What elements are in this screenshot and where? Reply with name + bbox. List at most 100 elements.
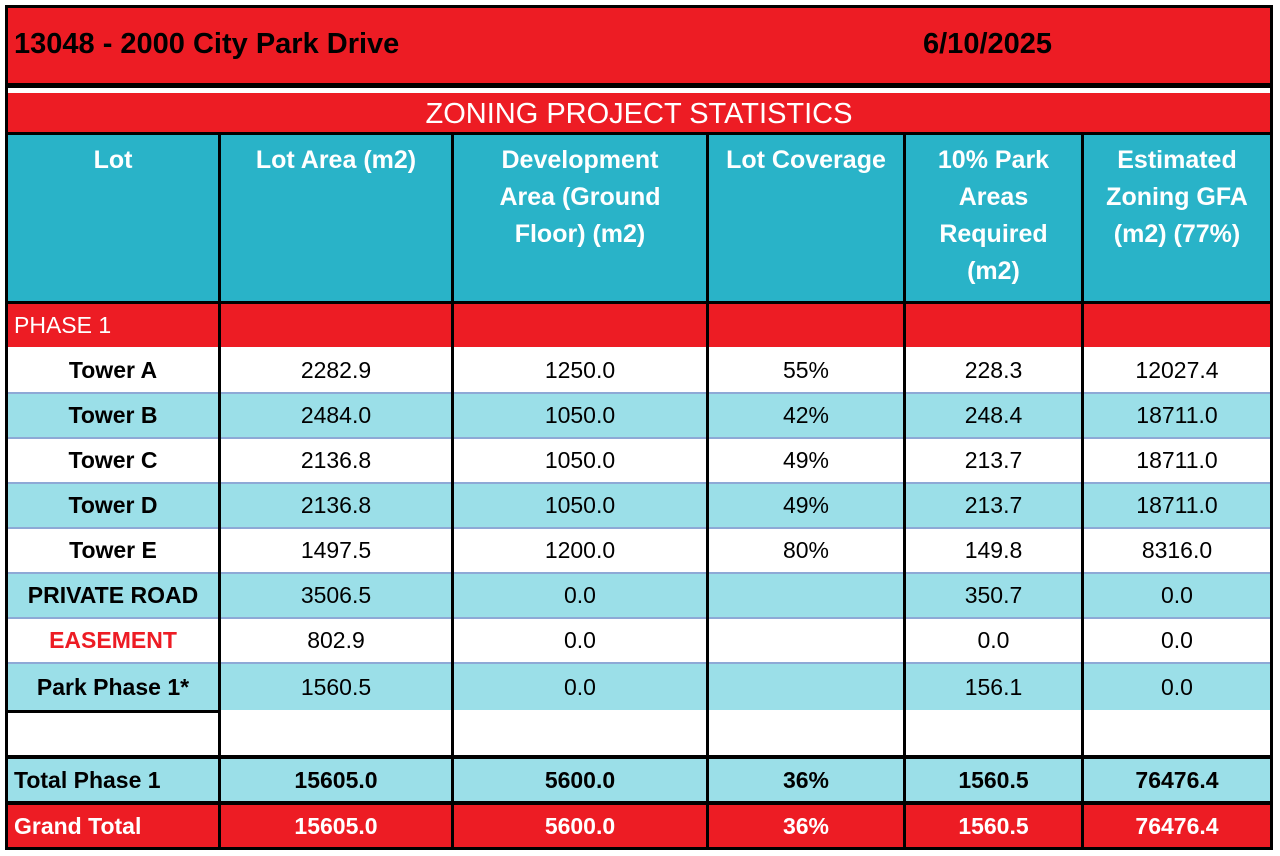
phase-label: PHASE 1: [8, 304, 218, 347]
total-lot-coverage: 36%: [709, 759, 903, 801]
phase-cell: [221, 304, 451, 347]
total-development-area: 5600.0: [454, 759, 706, 801]
phase-cell: [454, 304, 706, 347]
development-area: 1250.0: [454, 348, 706, 392]
lot-area: 2484.0: [221, 394, 451, 437]
development-area: 0.0: [454, 574, 706, 617]
development-area: 0.0: [454, 619, 706, 662]
row-divider: [8, 437, 1270, 439]
lot-coverage: 49%: [709, 439, 903, 482]
lot-name: Tower B: [8, 394, 218, 437]
row-divider: [8, 527, 1270, 529]
column-separator: [1081, 135, 1084, 847]
phase-cell: [906, 304, 1081, 347]
total-lot-area: 15605.0: [221, 759, 451, 801]
table-row: Tower E 1497.5 1200.0 80% 149.8 8316.0: [8, 529, 1270, 572]
development-area: 1050.0: [454, 484, 706, 527]
phase-row: PHASE 1: [8, 304, 1270, 347]
zoning-gfa: 0.0: [1084, 574, 1270, 617]
zoning-gfa: 18711.0: [1084, 484, 1270, 527]
grand-total-park-area: 1560.5: [906, 805, 1081, 847]
row-divider: [8, 617, 1270, 619]
col-header-lot: Lot: [8, 135, 218, 301]
lot-coverage: 42%: [709, 394, 903, 437]
column-separator: [218, 135, 221, 847]
project-date: 6/10/2025: [923, 28, 1053, 60]
zoning-gfa: 12027.4: [1084, 348, 1270, 392]
lot-name: PRIVATE ROAD: [8, 574, 218, 617]
park-area: 0.0: [906, 619, 1081, 662]
park-area: 228.3: [906, 348, 1081, 392]
col-header-development-area: Development Area (Ground Floor) (m2): [454, 135, 706, 301]
total-phase-row: Total Phase 1 15605.0 5600.0 36% 1560.5 …: [8, 759, 1270, 801]
grand-total-lot-area: 15605.0: [221, 805, 451, 847]
lot-area: 1497.5: [221, 529, 451, 572]
col-header-lot-coverage: Lot Coverage: [709, 135, 903, 301]
development-area: 1200.0: [454, 529, 706, 572]
development-area: 0.0: [454, 664, 706, 710]
empty-cell: [454, 713, 706, 755]
title-bar: 13048 - 2000 City Park Drive 6/10/2025: [8, 8, 1270, 88]
lot-column-underline: [8, 710, 218, 713]
table-row: PRIVATE ROAD 3506.5 0.0 350.7 0.0: [8, 574, 1270, 617]
zoning-gfa: 18711.0: [1084, 394, 1270, 437]
lot-area: 3506.5: [221, 574, 451, 617]
park-area: 248.4: [906, 394, 1081, 437]
table-row: Park Phase 1* 1560.5 0.0 156.1 0.0: [8, 664, 1270, 710]
header-row: Lot Lot Area (m2) Development Area (Grou…: [8, 135, 1270, 301]
zoning-gfa: 18711.0: [1084, 439, 1270, 482]
col-header-lot-area: Lot Area (m2): [221, 135, 451, 301]
total-divider: [8, 755, 1270, 759]
column-separator: [451, 135, 454, 847]
grand-total-development-area: 5600.0: [454, 805, 706, 847]
empty-cell: [709, 713, 903, 755]
park-area: 156.1: [906, 664, 1081, 710]
empty-cell: [221, 713, 451, 755]
column-separator: [706, 135, 709, 847]
lot-name: Tower A: [8, 348, 218, 392]
table-subtitle: ZONING PROJECT STATISTICS: [8, 93, 1270, 135]
table-row: Tower B 2484.0 1050.0 42% 248.4 18711.0: [8, 394, 1270, 437]
header-divider: [8, 301, 1270, 304]
lot-name-easement: EASEMENT: [8, 619, 218, 662]
park-area: 149.8: [906, 529, 1081, 572]
zoning-gfa: 0.0: [1084, 619, 1270, 662]
empty-row: [8, 713, 1270, 755]
grand-total-zoning-gfa: 76476.4: [1084, 805, 1270, 847]
table-row: Tower A 2282.9 1250.0 55% 228.3 12027.4: [8, 348, 1270, 392]
row-divider: [8, 662, 1270, 664]
phase-cell: [1084, 304, 1270, 347]
table-row: EASEMENT 802.9 0.0 0.0 0.0: [8, 619, 1270, 662]
lot-name: Park Phase 1*: [8, 664, 218, 710]
park-area: 213.7: [906, 484, 1081, 527]
lot-area: 1560.5: [221, 664, 451, 710]
lot-area: 2136.8: [221, 484, 451, 527]
lot-area: 2136.8: [221, 439, 451, 482]
zoning-gfa: 0.0: [1084, 664, 1270, 710]
table-row: Tower C 2136.8 1050.0 49% 213.7 18711.0: [8, 439, 1270, 482]
column-separator: [903, 135, 906, 847]
lot-coverage: [709, 574, 903, 617]
project-title: 13048 - 2000 City Park Drive: [14, 28, 400, 60]
lot-coverage: [709, 664, 903, 710]
total-park-area: 1560.5: [906, 759, 1081, 801]
col-header-zoning-gfa: Estimated Zoning GFA (m2) (77%): [1084, 135, 1270, 301]
lot-name: Tower C: [8, 439, 218, 482]
lot-area: 802.9: [221, 619, 451, 662]
development-area: 1050.0: [454, 394, 706, 437]
row-divider: [8, 392, 1270, 394]
park-area: 213.7: [906, 439, 1081, 482]
grand-total-divider: [8, 801, 1270, 805]
lot-coverage: 55%: [709, 348, 903, 392]
col-header-park-areas: 10% Park Areas Required (m2): [906, 135, 1081, 301]
grand-total-row: Grand Total 15605.0 5600.0 36% 1560.5 76…: [8, 805, 1270, 847]
lot-name: Tower D: [8, 484, 218, 527]
grand-total-lot-coverage: 36%: [709, 805, 903, 847]
lot-coverage: 49%: [709, 484, 903, 527]
empty-cell: [1084, 713, 1270, 755]
lot-area: 2282.9: [221, 348, 451, 392]
total-phase-label: Total Phase 1: [8, 759, 218, 801]
lot-name: Tower E: [8, 529, 218, 572]
zoning-gfa: 8316.0: [1084, 529, 1270, 572]
row-divider: [8, 572, 1270, 574]
